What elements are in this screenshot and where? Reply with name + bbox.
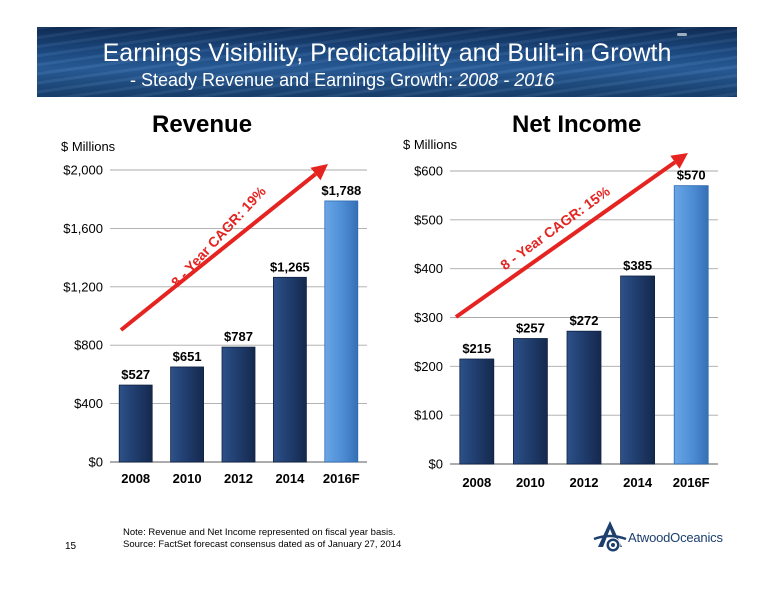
bar xyxy=(170,366,205,463)
data-label: $272 xyxy=(570,313,599,328)
data-label: $257 xyxy=(516,320,545,335)
data-label: $570 xyxy=(677,168,706,183)
y-tick-label: $0 xyxy=(429,457,443,472)
y-tick-label: $1,600 xyxy=(63,221,103,236)
title-banner xyxy=(37,27,737,97)
bar xyxy=(513,338,548,465)
y-tick-label: $800 xyxy=(74,338,103,353)
bar xyxy=(272,276,307,463)
y-tick-label: $400 xyxy=(74,396,103,411)
data-label: $215 xyxy=(462,341,491,356)
logo-text: AtwoodOceanics xyxy=(628,530,723,545)
net-income-unit-label: $ Millions xyxy=(403,137,458,152)
revenue-unit-label: $ Millions xyxy=(61,139,116,154)
x-tick-label: 2010 xyxy=(173,471,202,486)
x-tick-label: 2016F xyxy=(673,475,710,490)
cagr-arrow-head xyxy=(310,164,328,181)
footnote-note: Note: Revenue and Net Income represented… xyxy=(123,527,396,538)
bar xyxy=(620,275,655,465)
y-tick-label: $600 xyxy=(414,164,443,179)
y-tick-label: $200 xyxy=(414,359,443,374)
revenue-chart-title: Revenue xyxy=(152,111,253,138)
atwood-logo-icon xyxy=(593,521,627,553)
subtitle-period: 2008 - 2016 xyxy=(458,70,555,90)
y-tick-label: $2,000 xyxy=(63,163,103,178)
page-title: Earnings Visibility, Predictability and … xyxy=(102,39,672,67)
bar xyxy=(566,330,602,465)
page-number: 15 xyxy=(65,541,77,552)
data-label: $385 xyxy=(623,258,652,273)
bar xyxy=(118,384,153,463)
data-label: $787 xyxy=(224,329,253,344)
cagr-arrow-line xyxy=(454,160,677,319)
cagr-annotation: 8 - Year CAGR: 15% xyxy=(497,183,613,273)
y-tick-label: $0 xyxy=(89,455,103,470)
y-tick-label: $1,200 xyxy=(63,279,103,294)
page-subtitle: - Steady Revenue and Earnings Growth: 20… xyxy=(130,70,554,91)
x-tick-label: 2014 xyxy=(275,471,305,486)
y-tick-label: $300 xyxy=(414,310,443,325)
footnote: Note: Revenue and Net Income represented… xyxy=(123,527,401,551)
y-tick-label: $400 xyxy=(414,261,443,276)
bar-forecast xyxy=(673,185,709,465)
bar-forecast xyxy=(324,200,359,463)
net-income-chart-title: Net Income xyxy=(512,111,642,138)
x-tick-label: 2010 xyxy=(516,475,545,490)
x-tick-label: 2008 xyxy=(121,471,150,486)
bar xyxy=(459,358,495,465)
cagr-arrow-line xyxy=(119,172,317,332)
x-tick-label: 2014 xyxy=(623,475,653,490)
footnote-source: Source: FactSet forecast consensus dated… xyxy=(123,539,402,550)
x-tick-label: 2008 xyxy=(462,475,491,490)
data-label: $1,788 xyxy=(321,183,361,198)
subtitle-prefix: - Steady Revenue and Earnings Growth: xyxy=(130,70,459,90)
data-label: $527 xyxy=(121,367,150,382)
x-tick-label: 2012 xyxy=(224,471,253,486)
x-tick-label: 2012 xyxy=(570,475,599,490)
data-label: $651 xyxy=(173,349,202,364)
y-tick-label: $100 xyxy=(414,408,443,423)
y-tick-label: $500 xyxy=(414,212,443,227)
data-label: $1,265 xyxy=(270,259,310,274)
cagr-arrow-head xyxy=(670,153,688,169)
bar xyxy=(221,346,256,463)
x-tick-label: 2016F xyxy=(323,471,360,486)
